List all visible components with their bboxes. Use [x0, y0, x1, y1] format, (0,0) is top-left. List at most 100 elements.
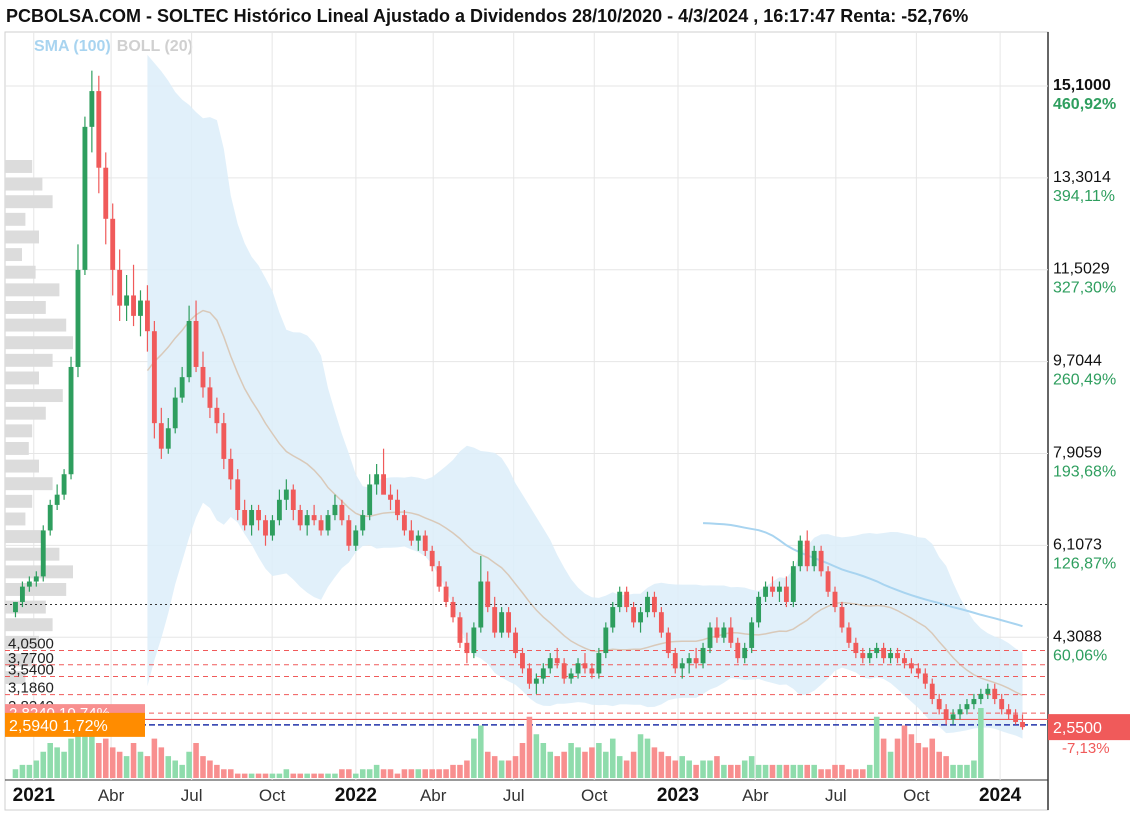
volume-bar — [658, 751, 665, 778]
candle — [881, 642, 887, 664]
candle — [117, 249, 123, 321]
volume-profile-bar — [5, 283, 60, 297]
sma-line — [703, 522, 1023, 628]
volume-bar — [533, 734, 540, 778]
volume-profile — [5, 160, 73, 685]
volume-bar — [241, 773, 248, 778]
volume-bar — [130, 743, 137, 778]
candle — [811, 545, 817, 572]
candle-body — [513, 632, 518, 654]
volume-bar — [547, 751, 554, 778]
candle-body — [325, 515, 331, 531]
volume-profile-bar — [5, 547, 60, 561]
candle-body — [950, 714, 956, 720]
candles — [13, 70, 1025, 730]
x-tick-label: Jul — [181, 786, 203, 805]
candle — [110, 203, 116, 296]
candle — [839, 601, 845, 633]
candle — [145, 285, 150, 352]
candle — [895, 647, 900, 664]
candle — [999, 693, 1005, 715]
candle-body — [652, 596, 657, 613]
candle-body — [492, 607, 498, 633]
legend-sma[interactable]: SMA (100) — [34, 38, 111, 55]
candle — [214, 397, 220, 434]
volume-bar — [96, 743, 102, 778]
volume-bar — [603, 751, 609, 778]
candle-body — [408, 530, 414, 541]
volume-bar — [359, 769, 366, 778]
candle-body — [853, 642, 859, 654]
candle-body — [832, 591, 838, 608]
candle — [846, 622, 852, 648]
candle-body — [610, 607, 616, 628]
candle — [290, 484, 296, 521]
candle — [263, 515, 268, 546]
candle — [770, 576, 775, 597]
candle — [561, 658, 567, 684]
y-tick-price: 7,9059 — [1053, 445, 1102, 462]
candle-body — [978, 693, 984, 700]
candle-body — [138, 300, 143, 316]
candle — [89, 70, 95, 153]
candle-body — [617, 591, 623, 608]
candle-body — [603, 627, 609, 654]
volume-bar — [255, 773, 262, 778]
candle-body — [117, 269, 123, 306]
candle — [158, 407, 164, 459]
candle — [540, 663, 546, 684]
volume-bar — [415, 769, 422, 778]
candle-body — [797, 540, 803, 567]
candle — [665, 627, 671, 659]
y-axis-ticks: 15,1000 460,92% 13,3014 394,11% 11,5029 327,3… — [1053, 77, 1116, 664]
candle-body — [1006, 709, 1012, 715]
volume-bar — [741, 760, 748, 778]
candle-body — [96, 91, 102, 168]
volume-bar — [498, 760, 505, 778]
candle-body — [221, 423, 227, 459]
candle — [922, 668, 928, 689]
candle-body — [742, 647, 748, 659]
candle-body — [693, 658, 699, 664]
candle — [547, 653, 553, 674]
candle-body — [381, 474, 386, 495]
candle-body — [47, 504, 53, 531]
level-label: 4,0500 — [8, 635, 54, 652]
candle-body — [26, 581, 32, 587]
candle — [283, 479, 289, 510]
candle-body — [443, 586, 449, 602]
y-tick-price: 13,3014 — [1053, 169, 1111, 186]
candle — [672, 647, 678, 674]
candle-body — [75, 269, 81, 367]
volume-bar — [464, 760, 470, 778]
volume-bar — [554, 756, 560, 778]
candle-body — [714, 627, 720, 638]
candle — [443, 581, 449, 608]
candle — [360, 510, 366, 536]
candle — [54, 484, 60, 510]
volume-profile-bar — [5, 512, 26, 526]
volume-bar — [339, 769, 345, 778]
volume-bar — [832, 764, 838, 778]
volume-profile-bar — [5, 442, 29, 455]
volume-bar — [144, 756, 151, 778]
candle — [457, 612, 463, 648]
volume-bar — [915, 743, 922, 778]
candle-body — [533, 678, 539, 684]
candle — [520, 647, 525, 674]
volume-profile-bar — [5, 494, 33, 508]
candle-body — [179, 377, 185, 398]
candle — [179, 366, 185, 403]
legend-boll[interactable]: BOLL (20) — [116, 38, 193, 55]
candle — [631, 601, 637, 628]
candle — [985, 683, 991, 700]
candle-body — [242, 510, 248, 526]
candle — [714, 617, 720, 643]
y-tick-percent: 126,87% — [1053, 555, 1116, 572]
candle-body — [450, 601, 456, 618]
volume-bar — [894, 738, 901, 778]
candle — [172, 387, 178, 434]
candle — [395, 489, 400, 521]
candle-body — [763, 586, 768, 597]
candle-body — [818, 550, 824, 572]
